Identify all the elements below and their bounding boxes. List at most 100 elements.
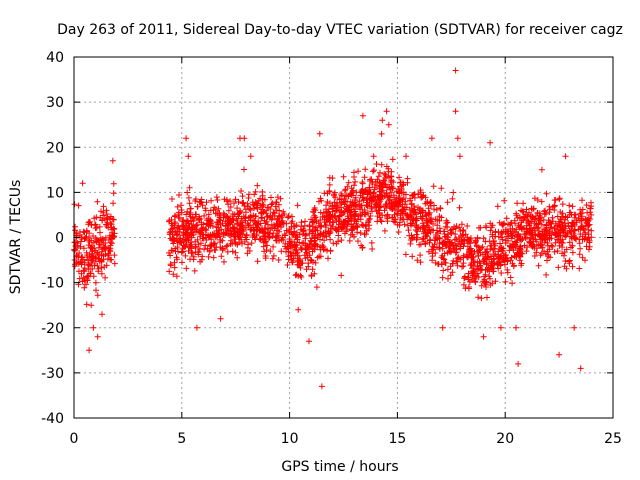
y-tick-label: 0 <box>55 231 64 247</box>
data-point <box>245 241 252 248</box>
data-point <box>559 201 566 208</box>
data-point <box>510 263 517 270</box>
data-point <box>532 236 539 243</box>
data-point <box>203 220 210 227</box>
data-point <box>292 223 298 230</box>
data-point <box>376 211 383 217</box>
data-point <box>339 225 346 232</box>
data-point <box>479 243 486 250</box>
data-point <box>170 240 177 247</box>
outlier-point <box>241 135 248 142</box>
data-point <box>314 254 321 261</box>
data-point <box>254 205 261 212</box>
data-point <box>439 274 446 281</box>
data-point <box>434 216 441 223</box>
data-point <box>262 220 269 227</box>
data-point <box>94 292 101 299</box>
data-point <box>438 185 445 192</box>
data-point <box>375 173 382 180</box>
data-point <box>568 234 575 240</box>
data-point <box>335 216 342 222</box>
data-point <box>76 275 83 282</box>
data-point <box>268 194 274 201</box>
data-point <box>534 209 541 216</box>
data-point <box>205 211 212 218</box>
data-point <box>167 252 174 259</box>
data-point <box>413 236 420 243</box>
data-point <box>394 200 401 207</box>
data-point <box>192 244 199 251</box>
data-point <box>363 227 370 234</box>
data-point <box>76 250 83 256</box>
data-point <box>187 256 193 263</box>
data-point <box>98 264 105 271</box>
data-point <box>402 251 409 258</box>
data-point <box>409 215 415 222</box>
data-point <box>351 216 358 222</box>
data-point <box>531 253 538 259</box>
data-point <box>281 231 288 238</box>
data-point <box>275 201 282 208</box>
data-point <box>569 263 576 270</box>
data-point <box>379 212 386 219</box>
data-point <box>275 237 282 244</box>
data-point <box>490 268 497 275</box>
data-point <box>582 257 588 264</box>
data-point <box>217 239 223 246</box>
data-point <box>542 207 549 214</box>
data-point <box>391 211 398 218</box>
data-point <box>242 217 249 224</box>
data-point <box>351 182 357 189</box>
data-point <box>496 259 503 266</box>
data-point <box>452 249 459 256</box>
data-point <box>422 233 429 240</box>
data-point <box>490 237 497 244</box>
data-point <box>210 207 217 214</box>
data-point <box>234 254 241 261</box>
data-point <box>384 218 391 225</box>
data-point <box>212 210 219 217</box>
data-point <box>95 244 102 251</box>
data-point <box>294 261 301 268</box>
outlier-point <box>487 139 494 146</box>
data-point <box>535 262 542 269</box>
data-point <box>474 270 481 277</box>
data-point <box>516 250 523 257</box>
data-point <box>460 227 467 233</box>
data-point <box>197 198 204 205</box>
data-point <box>229 248 236 255</box>
data-point <box>576 265 583 272</box>
data-point <box>252 213 259 220</box>
data-point <box>413 231 420 238</box>
data-point <box>466 278 473 285</box>
data-point <box>586 243 593 250</box>
data-point <box>444 224 451 231</box>
data-point <box>184 189 191 196</box>
data-point <box>327 236 334 243</box>
outlier-point <box>513 324 519 331</box>
data-point <box>169 236 176 243</box>
data-point <box>227 221 234 228</box>
data-point <box>361 211 368 218</box>
data-point <box>538 198 545 205</box>
data-point <box>238 227 245 234</box>
data-point <box>203 237 210 243</box>
data-point <box>263 247 270 253</box>
data-point <box>172 212 179 219</box>
data-point <box>306 230 313 237</box>
data-point <box>537 217 544 224</box>
data-point <box>312 214 319 221</box>
data-point <box>311 218 318 225</box>
data-point <box>299 260 306 267</box>
data-point <box>197 258 204 265</box>
data-point <box>195 241 202 248</box>
data-point <box>351 233 357 240</box>
data-point <box>179 218 186 225</box>
data-point <box>548 221 555 227</box>
data-point <box>417 259 424 266</box>
data-point <box>75 253 82 260</box>
data-point <box>480 235 487 242</box>
data-point <box>424 200 430 206</box>
data-point <box>430 183 437 190</box>
data-point <box>364 191 371 198</box>
